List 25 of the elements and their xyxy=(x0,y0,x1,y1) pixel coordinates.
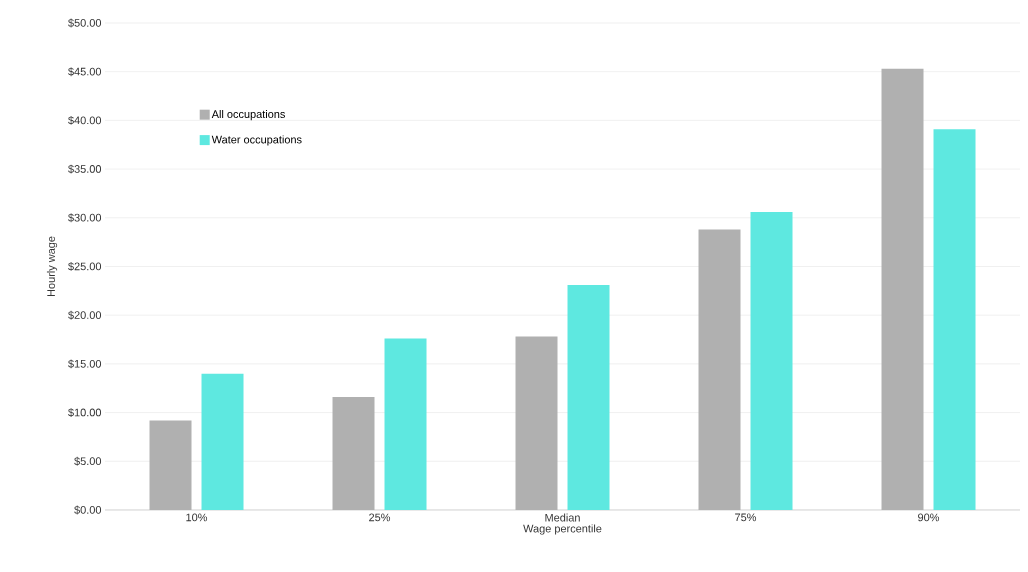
y-tick-label: $30.00 xyxy=(68,213,102,223)
y-axis-title: Hourly wage xyxy=(46,236,58,297)
legend-label: Water occupations xyxy=(211,135,302,146)
bar xyxy=(750,211,793,510)
x-tick-label: Median xyxy=(545,513,580,522)
x-tick-label: 75% xyxy=(735,513,757,522)
bar xyxy=(567,284,610,510)
y-tick-label: $50.00 xyxy=(68,18,102,28)
x-tick-label: 10% xyxy=(186,513,208,522)
bar xyxy=(384,338,427,510)
y-tick-label: $45.00 xyxy=(68,67,102,77)
y-tick-label: $40.00 xyxy=(68,115,102,125)
bar xyxy=(933,129,976,510)
y-tick-label: $25.00 xyxy=(68,262,102,271)
y-tick-label: $20.00 xyxy=(68,310,102,320)
x-tick-label: 90% xyxy=(918,513,940,522)
x-tick-label: 25% xyxy=(369,513,391,522)
y-tick-label: $5.00 xyxy=(74,456,102,466)
x-axis-title: Wage percentile xyxy=(523,524,602,535)
y-tick-label: $0.00 xyxy=(74,505,102,515)
bar xyxy=(201,373,244,510)
y-tick-label: $15.00 xyxy=(68,359,102,369)
legend-label: All occupations xyxy=(211,109,285,121)
y-tick-label: $10.00 xyxy=(68,408,102,418)
y-tick-label: $35.00 xyxy=(68,164,102,174)
